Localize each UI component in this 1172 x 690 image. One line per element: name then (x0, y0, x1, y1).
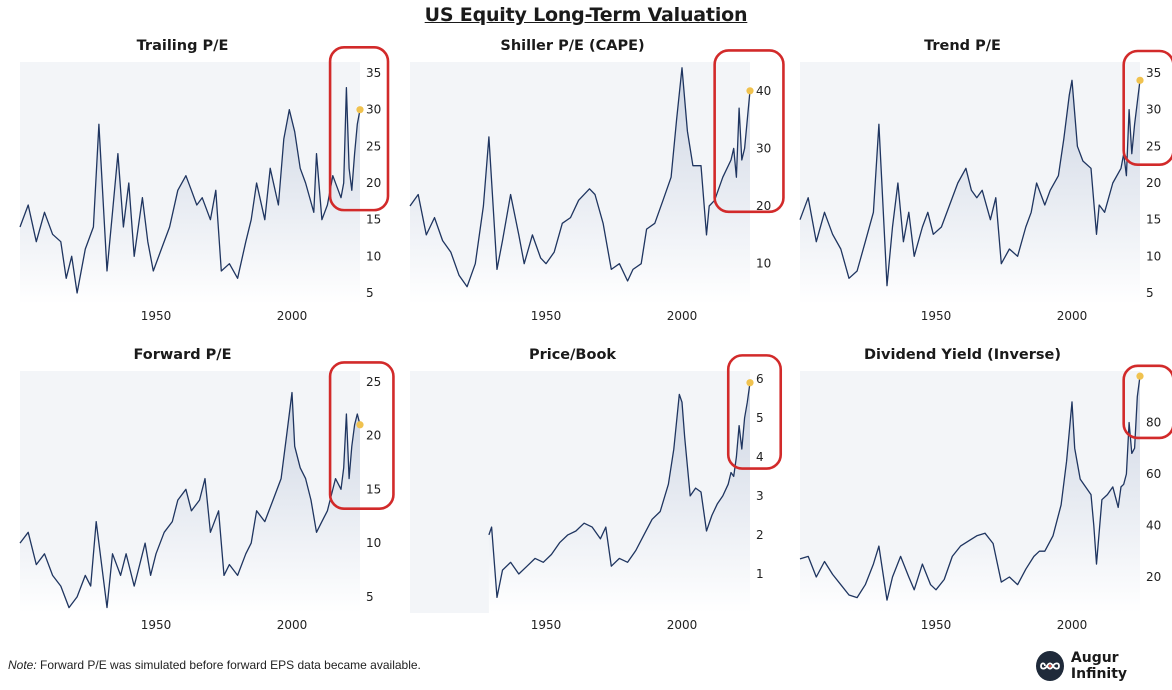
y-tick-label: 2 (756, 528, 764, 542)
y-tick-label: 5 (1146, 286, 1154, 300)
series-line (799, 376, 1141, 601)
latest-point-marker (746, 87, 754, 95)
highlight-box (713, 49, 785, 214)
chart-title: Trend P/E (924, 38, 1001, 54)
chart-title: Shiller P/E (CAPE) (500, 38, 645, 54)
highlight-box (328, 361, 395, 510)
y-tick-label: 25 (1146, 139, 1161, 153)
series-line (799, 79, 1141, 287)
chart-panel-dividend-yield: Dividend Yield (Inverse) 1950 2000 20 40 60 8… (790, 347, 1172, 637)
y-tick-label: 15 (366, 482, 381, 496)
x-tick-label: 1950 (141, 618, 172, 632)
series-area (20, 392, 360, 613)
x-tick-label: 1950 (921, 309, 952, 323)
y-tick-label: 20 (366, 429, 381, 443)
latest-point-marker (746, 379, 754, 387)
chart-panel-shiller-pe: Shiller P/E (CAPE) 1950 2000 10 20 30 40 (400, 38, 785, 328)
y-tick-label: 20 (1146, 570, 1161, 584)
y-tick-label: 6 (756, 372, 764, 386)
y-tick-label: 10 (1146, 249, 1161, 263)
y-tick-label: 30 (1146, 103, 1161, 117)
y-tick-label: 3 (756, 489, 764, 503)
highlight-box (726, 354, 783, 470)
chart-panel-trend-pe: Trend P/E 1950 2000 5 10 15 20 25 30 35 (790, 38, 1172, 328)
y-tick-label: 5 (366, 590, 374, 604)
main-title: US Equity Long-Term Valuation (424, 4, 748, 26)
y-tick-label: 4 (756, 450, 764, 464)
y-tick-label: 25 (366, 375, 381, 389)
chart-title: Price/Book (528, 347, 617, 363)
latest-point-marker (1136, 76, 1144, 84)
chart-panel-forward-pe: Forward P/E 1950 2000 5 10 15 20 25 (10, 347, 395, 637)
brand: Augur Infinity (1036, 650, 1172, 682)
y-tick-label: 20 (1146, 176, 1161, 190)
y-tick-label: 30 (756, 141, 771, 155)
note-text: Forward P/E was simulated before forward… (40, 658, 421, 672)
y-tick-label: 40 (1146, 518, 1161, 532)
chart-title: Forward P/E (133, 347, 232, 363)
y-tick-label: 5 (756, 411, 764, 425)
note-label: Note: (8, 658, 37, 672)
x-tick-label: 2000 (667, 618, 698, 632)
chart-svg: 1950 2000 5 10 15 20 25 30 35 (799, 49, 1172, 323)
chart-svg: 1950 2000 1 2 3 4 5 6 (410, 354, 783, 632)
chart-svg: 1950 2000 5 10 15 20 25 30 35 (19, 46, 390, 323)
chart-svg: 1950 2000 20 40 60 80 (799, 364, 1172, 632)
series-line (19, 391, 361, 609)
series-line (19, 87, 361, 294)
infinity-icon (1036, 651, 1064, 681)
y-tick-label: 40 (756, 84, 771, 98)
y-tick-label: 25 (366, 139, 381, 153)
y-tick-label: 30 (366, 103, 381, 117)
y-tick-label: 15 (366, 213, 381, 227)
x-tick-label: 2000 (277, 309, 308, 323)
x-tick-label: 2000 (1057, 309, 1088, 323)
y-tick-label: 20 (366, 176, 381, 190)
y-tick-label: 10 (756, 257, 771, 271)
series-area (800, 376, 1140, 613)
y-tick-label: 1 (756, 567, 764, 581)
footer-note: Note: Forward P/E was simulated before f… (8, 658, 421, 672)
y-tick-label: 35 (366, 66, 381, 80)
y-tick-label: 35 (1146, 66, 1161, 80)
brand-name: Augur Infinity (1070, 650, 1128, 682)
x-tick-label: 2000 (1057, 618, 1088, 632)
x-tick-label: 2000 (277, 618, 308, 632)
y-tick-label: 80 (1146, 415, 1161, 429)
y-tick-label: 60 (1146, 467, 1161, 481)
series-area (20, 87, 360, 304)
chart-title: Dividend Yield (Inverse) (864, 347, 1061, 363)
x-tick-label: 1950 (531, 618, 562, 632)
x-tick-label: 2000 (667, 309, 698, 323)
x-tick-label: 1950 (921, 618, 952, 632)
highlight-box (328, 46, 390, 212)
y-tick-label: 5 (366, 286, 374, 300)
x-tick-label: 1950 (141, 309, 172, 323)
y-tick-label: 20 (756, 199, 771, 213)
series-line (488, 382, 751, 599)
latest-point-marker (356, 106, 364, 114)
x-tick-label: 1950 (531, 309, 562, 323)
chart-panel-trailing-pe: Trailing P/E 1950 2000 5 10 15 20 25 30 35 (10, 38, 390, 328)
y-tick-label: 10 (366, 536, 381, 550)
latest-point-marker (356, 421, 364, 429)
series-line (409, 67, 751, 288)
chart-svg: 1950 2000 5 10 15 20 25 (19, 361, 395, 632)
y-tick-label: 15 (1146, 213, 1161, 227)
chart-panel-price-book: Price/Book 1950 2000 1 2 3 4 5 6 (400, 347, 783, 637)
chart-title: Trailing P/E (136, 38, 229, 54)
y-tick-label: 10 (366, 249, 381, 263)
highlight-box (1122, 364, 1172, 440)
highlight-box (1122, 49, 1172, 166)
latest-point-marker (1136, 372, 1144, 380)
chart-svg: 1950 2000 10 20 30 40 (409, 49, 785, 323)
